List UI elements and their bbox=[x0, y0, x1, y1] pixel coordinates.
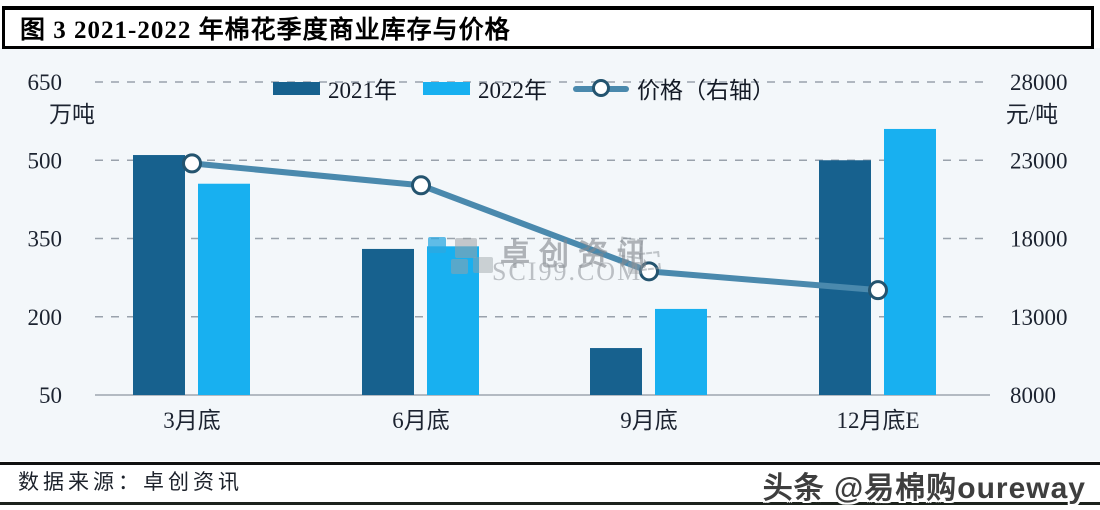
toutiao-branding: 头条 @易棉购oureway bbox=[762, 472, 1086, 505]
legend-label: 价格（右轴） bbox=[637, 78, 775, 103]
category-label: 3月底 bbox=[163, 408, 221, 433]
right-axis-tick: 28000 bbox=[1010, 70, 1068, 95]
price-line bbox=[191, 160, 879, 294]
legend-label: 2022年 bbox=[478, 78, 547, 103]
legend-item-price: 价格（右轴） bbox=[573, 71, 775, 105]
bar-2021年-9月底 bbox=[590, 348, 642, 395]
category-label: 9月底 bbox=[620, 408, 678, 433]
left-axis-tick: 200 bbox=[28, 305, 63, 330]
bar-2021年-3月底 bbox=[133, 155, 185, 395]
right-axis-tick: 23000 bbox=[1010, 148, 1068, 173]
bar-2022年-9月底 bbox=[655, 308, 707, 395]
left-axis-unit: 万吨 bbox=[49, 102, 95, 127]
price-marker-icon bbox=[411, 175, 431, 196]
right-axis-tick: 13000 bbox=[1010, 305, 1068, 330]
legend-swatch-2021 bbox=[273, 81, 320, 95]
chart-legend: 2021年 2022年 价格（右轴） bbox=[273, 71, 775, 105]
price-marker-icon bbox=[868, 280, 888, 301]
left-axis-tick: 50 bbox=[39, 383, 62, 408]
legend-line-marker-icon bbox=[573, 79, 629, 97]
legend-label: 2021年 bbox=[328, 78, 397, 103]
legend-swatch-2022 bbox=[423, 81, 470, 95]
legend-item-2022: 2022年 bbox=[423, 71, 547, 105]
figure-title-bar: 图 3 2021-2022 年棉花季度商业库存与价格 bbox=[2, 6, 1094, 49]
footer-divider bbox=[0, 462, 1100, 465]
bar-2022年-3月底 bbox=[198, 183, 250, 395]
left-axis-tick: 350 bbox=[28, 227, 63, 252]
left-axis-tick: 500 bbox=[28, 148, 63, 173]
right-axis-tick: 18000 bbox=[1010, 227, 1068, 252]
figure-title: 图 3 2021-2022 年棉花季度商业库存与价格 bbox=[20, 17, 511, 44]
price-marker-icon bbox=[639, 261, 659, 282]
right-axis-unit: 元/吨 bbox=[1006, 102, 1058, 127]
bar-2022年-12月底E bbox=[884, 128, 936, 395]
bottom-divider bbox=[0, 502, 1100, 505]
bar-2021年-12月底E bbox=[819, 160, 871, 395]
bar-2021年-6月底 bbox=[362, 248, 414, 395]
category-label: 12月底E bbox=[836, 408, 919, 433]
legend-item-2021: 2021年 bbox=[273, 71, 397, 105]
bar-2022年-6月底 bbox=[427, 246, 479, 395]
right-axis-tick: 8000 bbox=[1010, 383, 1056, 408]
category-label: 6月底 bbox=[392, 408, 450, 433]
left-axis-tick: 650 bbox=[28, 70, 63, 95]
price-marker-icon bbox=[182, 153, 202, 174]
data-source: 数据来源：卓创资讯 bbox=[18, 470, 243, 494]
